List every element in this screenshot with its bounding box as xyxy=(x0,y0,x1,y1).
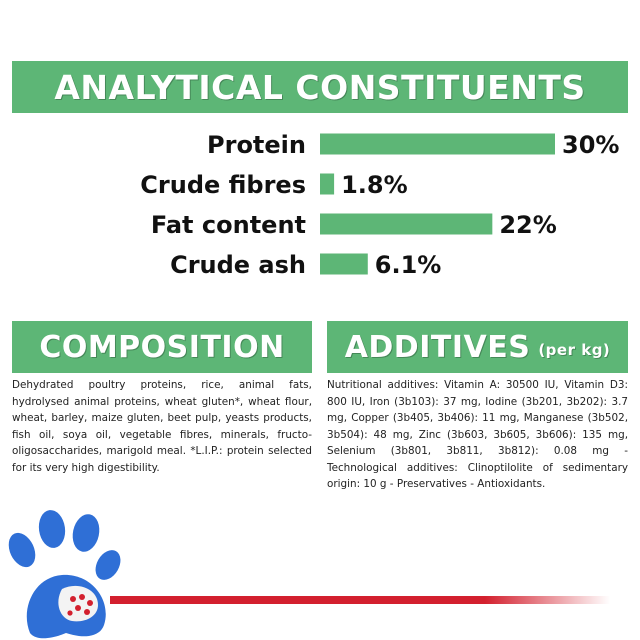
value-label: 1.8% xyxy=(341,171,408,199)
category-label: Crude fibres xyxy=(140,171,306,199)
composition-banner: COMPOSITION xyxy=(12,321,312,373)
bar xyxy=(320,213,493,235)
paw-icon xyxy=(8,510,121,639)
analytical-constituents-banner: ANALYTICAL CONSTITUENTS xyxy=(12,61,628,113)
bar xyxy=(320,253,368,275)
value-label: 22% xyxy=(499,211,556,239)
additives-title: ADDITIVES xyxy=(344,329,531,365)
category-label: Crude ash xyxy=(170,251,306,279)
category-label: Protein xyxy=(207,131,306,159)
composition-title: COMPOSITION xyxy=(39,329,285,365)
analytical-constituents-title: ANALYTICAL CONSTITUENTS xyxy=(54,67,586,107)
composition-text: Dehydrated poultry proteins, rice, anima… xyxy=(12,379,312,474)
value-label: 30% xyxy=(562,131,619,159)
red-ribbon-line xyxy=(110,596,610,604)
additives-banner: ADDITIVES (per kg) xyxy=(327,321,628,373)
category-label: Fat content xyxy=(151,211,306,239)
value-label: 6.1% xyxy=(375,251,442,279)
bar xyxy=(320,133,555,155)
bar xyxy=(320,173,335,195)
analytical-constituents-chart: Protein 30% Crude fibres 1.8% Fat content 22%… xyxy=(140,131,619,279)
additives-subtitle: (per kg) xyxy=(538,341,611,359)
additives-text: Nutritional additives: Vitamin A: 30500 … xyxy=(327,379,628,490)
